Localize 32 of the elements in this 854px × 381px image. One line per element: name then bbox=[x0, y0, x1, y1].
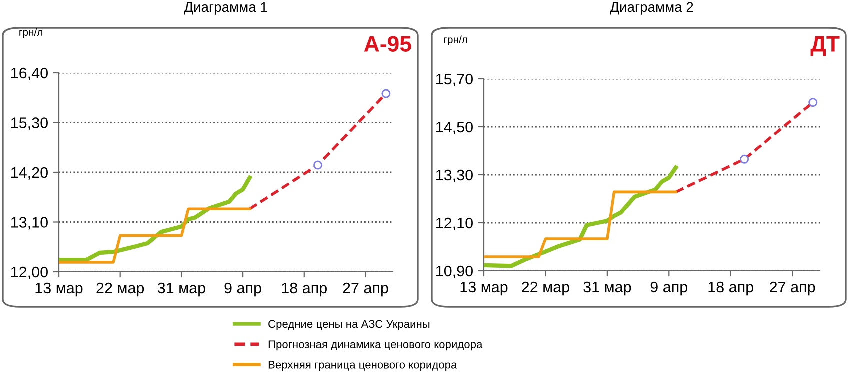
y-tick-label: 12,10 bbox=[436, 218, 473, 230]
y-tick-label: 14,20 bbox=[12, 167, 48, 180]
text: А-95 bbox=[364, 36, 412, 52]
x-tick-label: 13 мар bbox=[460, 282, 508, 296]
y-tick-label: 13,30 bbox=[436, 170, 473, 182]
x-tick-label: 9 апр bbox=[224, 282, 262, 297]
y-axis-title: грн/л bbox=[444, 36, 468, 46]
y-tick-label: 13,10 bbox=[12, 217, 48, 230]
chart-title: Диаграмма 2 bbox=[610, 2, 694, 15]
x-tick-label: 22 мар bbox=[522, 282, 570, 296]
legend-label: Верхняя граница ценового коридора bbox=[268, 361, 458, 371]
y-tick-label: 14,50 bbox=[436, 122, 473, 134]
x-tick-label: 27 апр bbox=[770, 282, 816, 296]
x-tick-label: 31 мар bbox=[584, 282, 632, 296]
x-tick-label: 13 мар bbox=[36, 282, 83, 297]
y-tick-label: 15,70 bbox=[436, 74, 473, 86]
y-tick-label: 12,00 bbox=[12, 266, 48, 280]
chart-title: Диаграмма 1 bbox=[184, 2, 268, 15]
x-tick-label: 18 апр bbox=[708, 282, 754, 296]
y-tick-label: 16,40 bbox=[12, 68, 48, 80]
x-tick-label: 22 мар bbox=[96, 282, 144, 297]
x-tick-label: 31 мар bbox=[158, 282, 206, 297]
legend-label: Средние цены на АЗС Украины bbox=[268, 320, 430, 330]
x-tick-label: 27 апр bbox=[343, 282, 388, 297]
legend-label: Прогнозная динамика ценового коридора bbox=[268, 340, 483, 351]
y-tick-label: 15,30 bbox=[12, 118, 48, 130]
y-axis-title: грн/л bbox=[20, 28, 43, 38]
y-tick-label: 10,90 bbox=[436, 266, 473, 278]
x-tick-label: 9 апр bbox=[650, 282, 688, 296]
line-series bbox=[59, 176, 252, 262]
text: ДТ bbox=[810, 36, 840, 56]
x-tick-label: 18 апр bbox=[282, 282, 327, 297]
